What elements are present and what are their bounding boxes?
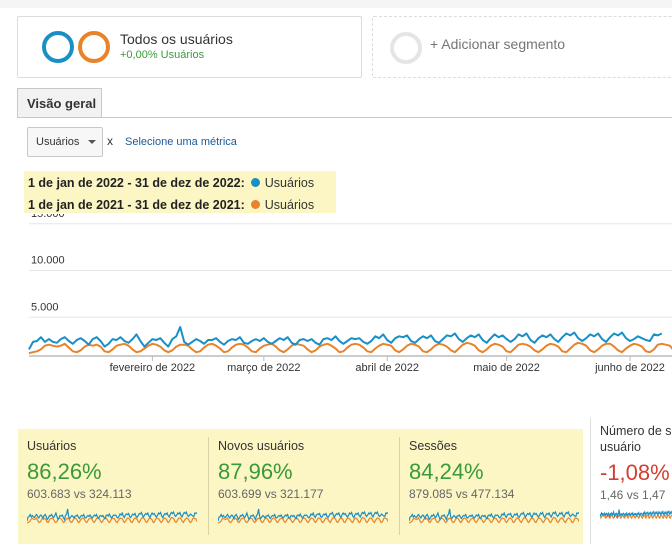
legend-highlight: [24, 171, 336, 213]
metric-card-users[interactable]: Usuários 86,26% 603.683 vs 324.113: [18, 429, 208, 544]
metric-cards-highlight: [18, 429, 583, 544]
legend-series: Usuários: [264, 176, 315, 190]
tab-overview[interactable]: Visão geral: [17, 88, 102, 118]
card-divider: [590, 418, 591, 544]
metric-comparison: 603.699 vs 321.177: [218, 487, 324, 501]
series-line-2021: [28, 341, 672, 355]
card-divider: [399, 437, 400, 535]
sparkline-current: [27, 508, 197, 522]
add-segment-label: + Adicionar segmento: [430, 36, 566, 52]
segment-subtitle: +0,00% Usuários: [120, 49, 205, 61]
metric-comparison: 603.683 vs 324.113: [27, 487, 132, 501]
segment-ring-previous-icon: [78, 31, 110, 63]
legend-range: 1 de jan de 2022 - 31 de dez de 2022:: [28, 176, 245, 190]
select-metric-link[interactable]: Selecione uma métrica: [125, 136, 237, 148]
remove-metric-button[interactable]: x: [107, 134, 113, 148]
y-tick-label: 15.000: [31, 214, 65, 220]
legend-row-previous: 1 de jan de 2021 - 31 de dez de 2021: Usu…: [28, 198, 314, 212]
sparkline: [600, 509, 672, 520]
metric-title-line1: Número de s: [600, 424, 672, 438]
metric-title: Novos usuários: [218, 439, 305, 453]
card-divider: [208, 437, 209, 535]
chart-svg: 15.000 10.000 5.000 fevereiro de 2022 março …: [28, 214, 672, 374]
x-tick-label: março de 2022: [227, 362, 300, 374]
metric-change: 87,96%: [218, 459, 293, 484]
sparkline-previous: [218, 516, 388, 524]
sparkline-current: [218, 508, 388, 522]
x-tick-label: maio de 2022: [473, 362, 540, 374]
sparkline-current: [409, 508, 579, 522]
metric-comparison: 1,46 vs 1,47: [600, 488, 666, 502]
add-segment-button[interactable]: + Adicionar segmento: [372, 16, 672, 78]
sparkline: [409, 508, 579, 524]
legend-range: 1 de jan de 2021 - 31 de dez de 2021:: [28, 198, 245, 212]
series-line-2022: [28, 326, 663, 350]
metric-card-new-users[interactable]: Novos usuários 87,96% 603.699 vs 321.177: [209, 429, 399, 544]
y-tick-label: 10.000: [31, 255, 65, 267]
legend-dot-icon: [250, 200, 260, 209]
sparkline-current: [600, 509, 672, 519]
metric-card-sessions-per-user[interactable]: Número de s usuário -1,08% 1,46 vs 1,47: [590, 420, 672, 545]
x-tick-label: abril de 2022: [355, 362, 419, 374]
sparkline: [27, 508, 197, 524]
add-segment-ring-icon: [390, 32, 422, 64]
metric-change: 86,26%: [27, 459, 102, 484]
metric-title-line2: usuário: [600, 440, 641, 454]
metric-change: 84,24%: [409, 459, 484, 484]
segment-ring-current-icon: [42, 31, 74, 63]
line-chart[interactable]: 15.000 10.000 5.000 fevereiro de 2022 março …: [0, 214, 672, 384]
x-tick-label: junho de 2022: [594, 362, 665, 374]
metric-comparison: 879.085 vs 477.134: [409, 487, 515, 501]
legend-dot-icon: [250, 178, 260, 187]
segment-card-all-users[interactable]: Todos os usuários +0,00% Usuários: [17, 16, 362, 78]
metric-change: -1,08%: [600, 460, 670, 485]
sparkline-previous: [27, 516, 197, 524]
tab-divider: [17, 117, 672, 118]
metric-title: Sessões: [409, 439, 457, 453]
y-tick-label: 5.000: [31, 301, 59, 313]
metric-title: Número de s usuário: [600, 423, 672, 455]
segment-title: Todos os usuários: [120, 31, 233, 47]
chevron-down-icon[interactable]: [88, 140, 96, 144]
metric-card-sessions[interactable]: Sessões 84,24% 879.085 vs 477.134: [400, 429, 590, 544]
x-tick-label: fevereiro de 2022: [110, 362, 196, 374]
sparkline: [218, 508, 388, 524]
legend-series: Usuários: [264, 198, 315, 212]
sparkline-previous: [409, 516, 579, 524]
top-strip: [0, 0, 672, 8]
metric-title: Usuários: [27, 439, 77, 453]
legend-row-current: 1 de jan de 2022 - 31 de dez de 2022: Usu…: [28, 176, 314, 190]
